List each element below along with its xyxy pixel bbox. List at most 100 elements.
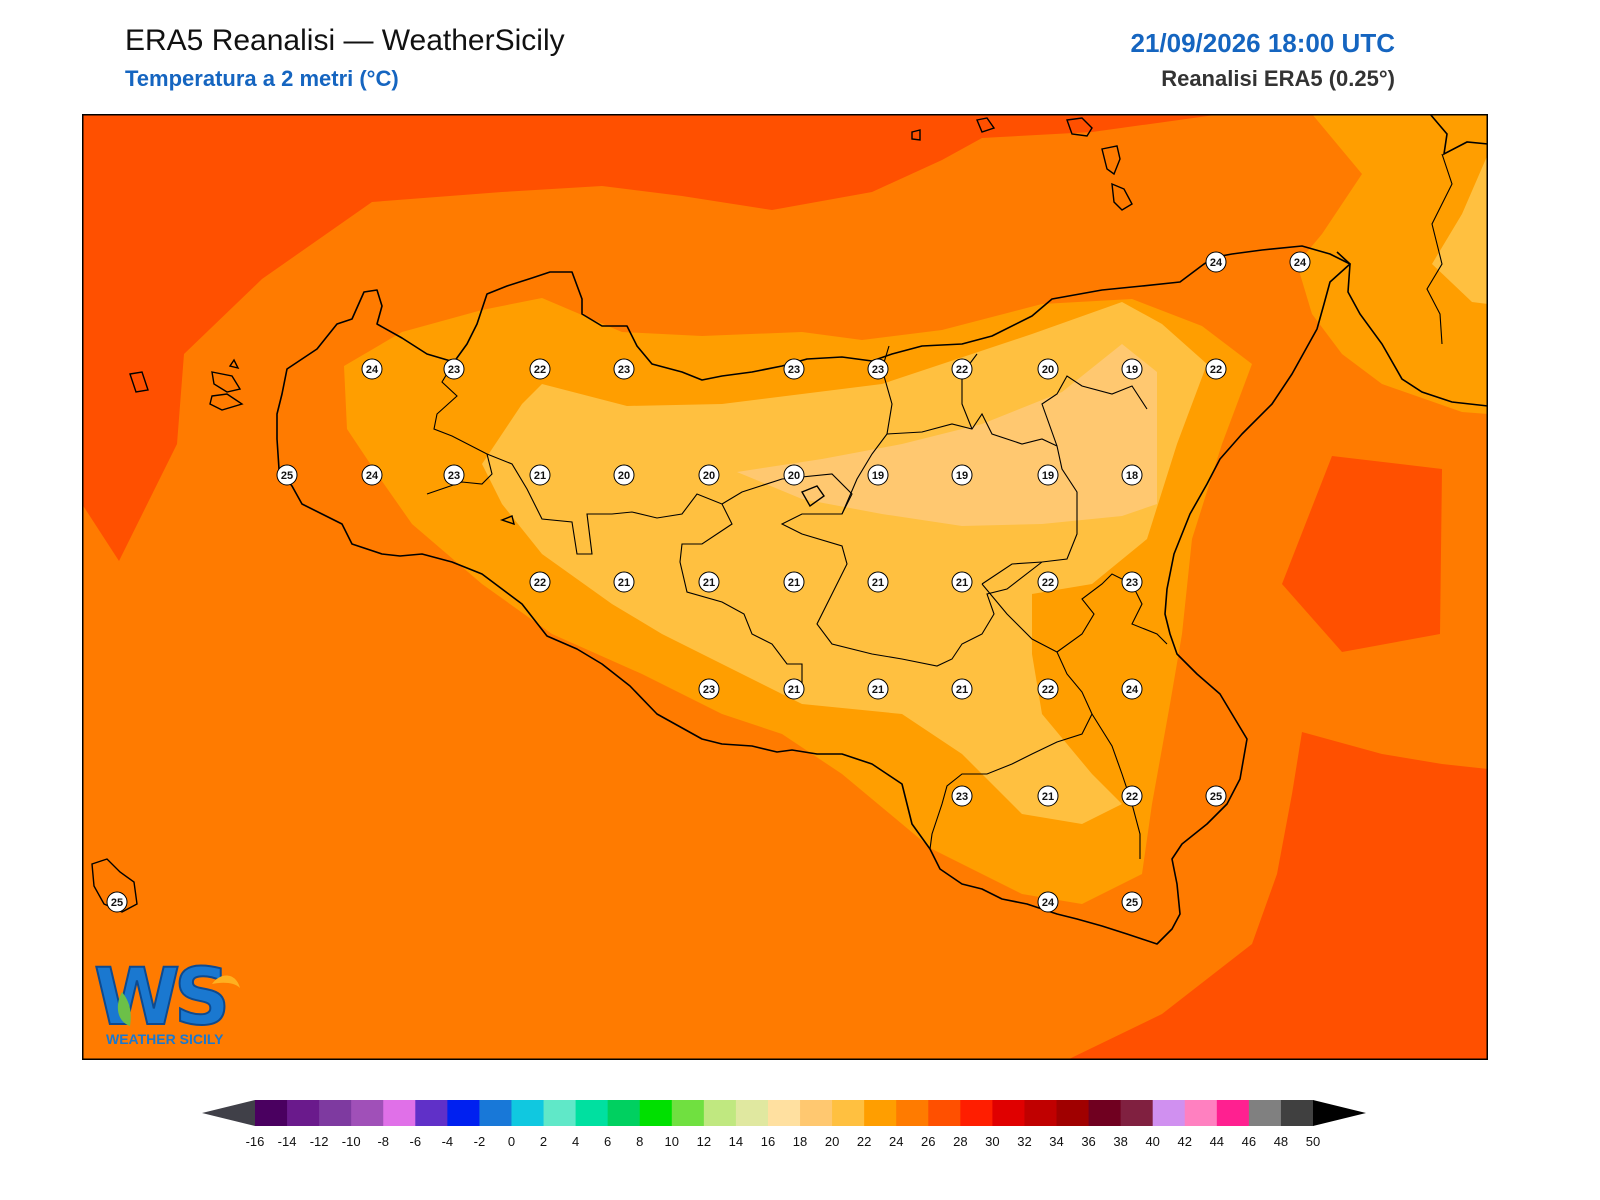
grid-point: 20 — [1037, 358, 1059, 380]
grid-point: 21 — [1037, 785, 1059, 807]
grid-point: 22 — [1205, 358, 1227, 380]
grid-point: 23 — [867, 358, 889, 380]
grid-point: 21 — [613, 571, 635, 593]
calabria-inner — [1426, 153, 1453, 345]
grid-point-marker — [529, 358, 551, 380]
grid-point-value: 25 — [111, 897, 123, 909]
grid-point-marker — [867, 678, 889, 700]
grid-point: 22 — [951, 358, 973, 380]
grid-point-marker — [783, 464, 805, 486]
colorbar-swatch — [992, 1100, 1025, 1126]
grid-point-marker — [1037, 678, 1059, 700]
colorbar-tick-label: 4 — [572, 1134, 579, 1149]
grid-point: 18 — [1121, 464, 1143, 486]
grid-point: 19 — [1037, 464, 1059, 486]
colorbar-tick-label: 10 — [665, 1134, 679, 1149]
grid-point-value: 21 — [618, 577, 630, 589]
colorbar-swatch — [896, 1100, 929, 1126]
grid-point-value: 20 — [703, 470, 715, 482]
temperature-map: 24 23 22 23 23 23 22 20 19 22 24 24 25 24 23 21 20 20 20 19… — [82, 114, 1488, 1060]
grid-point: 19 — [867, 464, 889, 486]
grid-point-marker — [1037, 358, 1059, 380]
grid-point-marker — [443, 358, 465, 380]
colorbar-swatch — [479, 1100, 512, 1126]
grid-point-marker — [1121, 891, 1143, 913]
grid-point-value: 23 — [703, 684, 715, 696]
grid-point-value: 22 — [1042, 684, 1054, 696]
grid-point: 22 — [529, 571, 551, 593]
colorbar-tick-label: 6 — [604, 1134, 611, 1149]
temperature-colorbar: -16 -14 -12 -10 -8 -6 -4 -2 0 2 4 6 8 10 12 14 16 18 20 22 2… — [202, 1100, 1366, 1149]
grid-point: 21 — [698, 571, 720, 593]
colorbar-tick-label: 32 — [1017, 1134, 1031, 1149]
grid-point-marker — [529, 571, 551, 593]
colorbar-tick-label: 40 — [1145, 1134, 1159, 1149]
colorbar-tick-label: 24 — [889, 1134, 903, 1149]
grid-point-marker — [951, 785, 973, 807]
contour-warm-east — [1282, 456, 1442, 652]
colorbar-swatch — [703, 1100, 737, 1126]
grid-point-marker — [783, 358, 805, 380]
grid-point-value: 24 — [366, 364, 379, 376]
map-title: ERA5 Reanalisi — WeatherSicily — [125, 24, 565, 57]
grid-point-value: 21 — [788, 577, 800, 589]
grid-point-marker — [951, 571, 973, 593]
grid-point-value: 23 — [956, 791, 968, 803]
grid-point: 19 — [951, 464, 973, 486]
grid-point-value: 24 — [1126, 684, 1139, 696]
colorbar-tick-label: 38 — [1113, 1134, 1127, 1149]
grid-point-value: 23 — [872, 364, 884, 376]
colorbar-swatch — [1248, 1100, 1282, 1126]
grid-point-value: 18 — [1126, 470, 1138, 482]
colorbar-tick-label: 28 — [953, 1134, 967, 1149]
grid-point-value: 22 — [1042, 577, 1054, 589]
grid-point-marker — [1037, 571, 1059, 593]
grid-point-value: 19 — [872, 470, 884, 482]
grid-point: 22 — [1037, 571, 1059, 593]
colorbar-tick-label: 18 — [793, 1134, 807, 1149]
grid-point-value: 21 — [956, 684, 968, 696]
grid-point-marker — [1121, 464, 1143, 486]
colorbar-swatch — [383, 1100, 416, 1126]
colorbar-tick-label: -16 — [246, 1134, 265, 1149]
colorbar-tick-label: 50 — [1306, 1134, 1320, 1149]
grid-point: 20 — [698, 464, 720, 486]
grid-point: 21 — [529, 464, 551, 486]
grid-point-marker — [951, 358, 973, 380]
logo-caption: WEATHER SICILY — [106, 1031, 224, 1047]
grid-point: 24 — [1121, 678, 1143, 700]
grid-point-value: 23 — [788, 364, 800, 376]
grid-point-marker — [783, 571, 805, 593]
colorbar-swatch — [960, 1100, 993, 1126]
logo-leaf-icon — [117, 992, 131, 1026]
calabria-coastline — [1336, 114, 1488, 407]
grid-point-marker — [1289, 251, 1311, 273]
grid-point-value: 20 — [1042, 364, 1054, 376]
colorbar-tick-label: 42 — [1178, 1134, 1192, 1149]
grid-point-marker — [698, 464, 720, 486]
colorbar-tick-label: 26 — [921, 1134, 935, 1149]
grid-point: 23 — [698, 678, 720, 700]
grid-point-value: 19 — [956, 470, 968, 482]
colorbar-swatch — [575, 1100, 609, 1126]
colorbar-tick-label: 36 — [1081, 1134, 1095, 1149]
colorbar-tick-label: 20 — [825, 1134, 839, 1149]
colorbar-swatch — [735, 1100, 769, 1126]
colorbar-swatch — [543, 1100, 577, 1126]
valid-datetime: 21/09/2026 18:00 UTC — [1130, 28, 1395, 58]
grid-point-marker — [1121, 785, 1143, 807]
colorbar-tick-label: 30 — [985, 1134, 999, 1149]
colorbar-tick-label: -10 — [342, 1134, 361, 1149]
grid-point: 21 — [783, 678, 805, 700]
grid-point: 24 — [1205, 251, 1227, 273]
grid-point: 21 — [867, 678, 889, 700]
grid-point-marker — [613, 571, 635, 593]
colorbar-swatch — [671, 1100, 705, 1126]
grid-point: 24 — [1037, 891, 1059, 913]
grid-point: 21 — [867, 571, 889, 593]
contour-22-northeast — [1432, 154, 1488, 304]
grid-point-value: 23 — [1126, 577, 1138, 589]
contour-24-northeast — [1297, 114, 1488, 414]
grid-point: 25 — [1205, 785, 1227, 807]
colorbar-swatch — [1280, 1100, 1314, 1126]
